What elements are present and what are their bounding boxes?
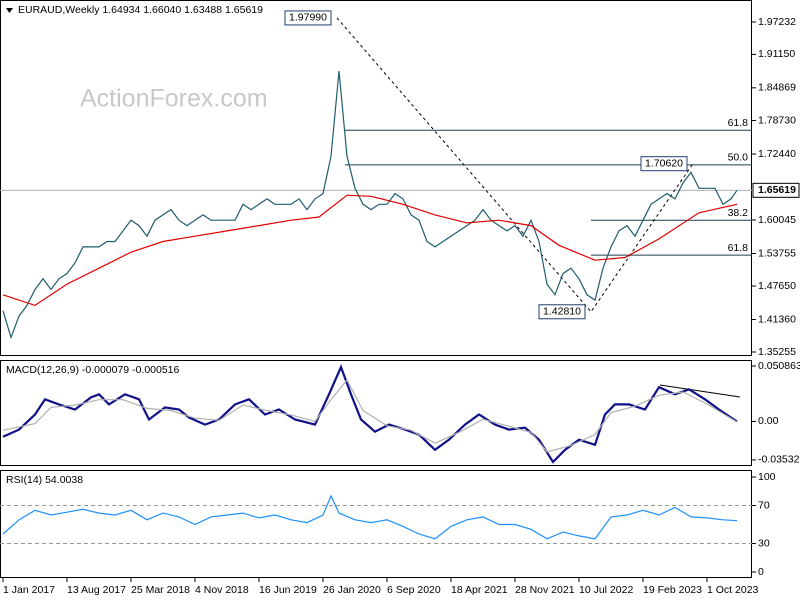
series-line bbox=[2, 494, 738, 540]
x-tick-label: 26 Jan 2020 bbox=[323, 584, 381, 596]
point-label: 1.70620 bbox=[645, 157, 683, 169]
x-tick-label: 28 Nov 2021 bbox=[515, 584, 575, 596]
point-label: 1.97990 bbox=[289, 12, 327, 24]
x-tick-label: 1 Oct 2023 bbox=[707, 584, 759, 596]
series-line bbox=[2, 364, 738, 464]
y-tick-label: 0.050863 bbox=[758, 360, 800, 372]
y-tick-label: -0.035322 bbox=[758, 454, 800, 466]
y-tick-label: 1.53755 bbox=[758, 247, 796, 259]
panel-title: EURAUD,Weekly 1.64934 1.66040 1.63488 1.… bbox=[18, 4, 263, 16]
panel-frame bbox=[0, 0, 752, 356]
y-tick-label: 1.84869 bbox=[758, 82, 796, 94]
x-tick-label: 19 Feb 2023 bbox=[643, 584, 702, 596]
point-box bbox=[538, 304, 586, 320]
divergence-line bbox=[659, 384, 741, 398]
y-tick-label: 70 bbox=[758, 499, 770, 511]
y-tick-label: 30 bbox=[758, 537, 770, 549]
point-box bbox=[640, 156, 688, 172]
y-tick-label: 0.00 bbox=[758, 415, 779, 427]
point-label: 1.42810 bbox=[543, 306, 581, 318]
point-box bbox=[284, 10, 332, 26]
y-tick-label: 1.47650 bbox=[758, 280, 796, 292]
y-tick-label: 1.35255 bbox=[758, 346, 796, 358]
fib-label: 38.2 bbox=[728, 207, 749, 219]
x-tick-label: 16 Jun 2019 bbox=[259, 584, 317, 596]
series-line bbox=[2, 194, 738, 307]
panel-frame bbox=[0, 470, 752, 578]
last-price-box bbox=[752, 182, 800, 198]
x-tick-label: 13 Aug 2017 bbox=[67, 584, 126, 596]
fib-label: 50.0 bbox=[728, 152, 749, 164]
series-line bbox=[2, 71, 738, 340]
y-tick-label: 1.41360 bbox=[758, 313, 796, 325]
fib-label: 61.8 bbox=[728, 242, 749, 254]
fib-label: 61.8 bbox=[728, 117, 749, 129]
y-tick-label: 1.78730 bbox=[758, 114, 796, 126]
y-tick-label: 1.91150 bbox=[758, 48, 795, 60]
panel-title: RSI(14) 54.0038 bbox=[6, 474, 83, 486]
panel-title: MACD(12,26,9) -0.000079 -0.000516 bbox=[6, 364, 180, 376]
y-tick-label: 1.97232 bbox=[758, 16, 796, 28]
x-tick-label: 18 Apr 2021 bbox=[451, 584, 508, 596]
y-tick-label: 100 bbox=[758, 471, 776, 483]
x-tick-label: 1 Jan 2017 bbox=[3, 584, 55, 596]
y-tick-label: 1.60045 bbox=[758, 214, 796, 226]
x-tick-label: 25 Mar 2018 bbox=[131, 584, 190, 596]
y-tick-label: 0 bbox=[758, 566, 764, 578]
watermark: ActionForex.com bbox=[80, 85, 268, 113]
y-tick-label: 1.72440 bbox=[758, 148, 796, 160]
x-tick-label: 4 Nov 2018 bbox=[195, 584, 249, 596]
last-price-label: 1.65619 bbox=[758, 184, 796, 196]
panel-frame bbox=[0, 360, 752, 466]
series-line bbox=[2, 378, 738, 453]
dropdown-icon bbox=[6, 8, 13, 13]
x-tick-label: 6 Sep 2020 bbox=[387, 584, 441, 596]
x-tick-label: 10 Jul 2022 bbox=[579, 584, 633, 596]
